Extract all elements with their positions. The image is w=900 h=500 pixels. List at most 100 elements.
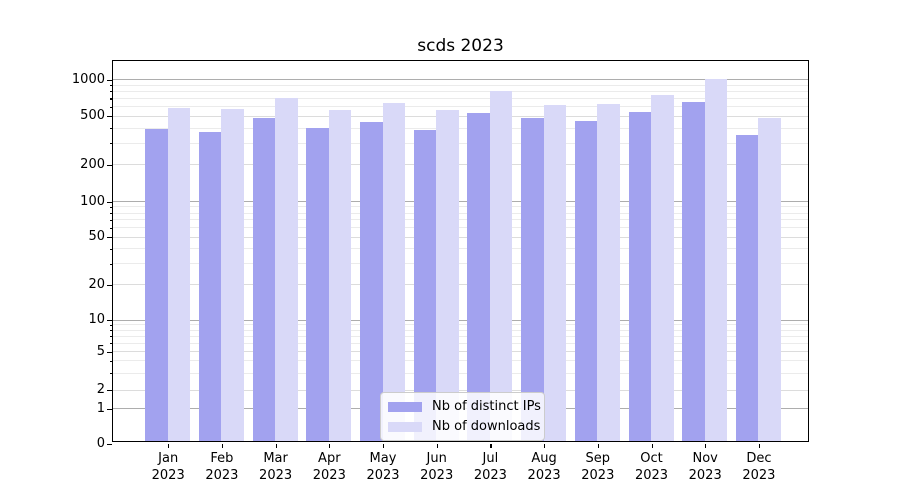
bar-ips-jul [467,113,490,441]
legend-label: Nb of downloads [432,419,541,434]
bar-downloads-dec [758,117,781,441]
bar-downloads-jan [167,107,191,441]
minor-gridline [113,372,808,374]
x-axis-tick-mark [597,443,599,448]
bar-downloads-may [382,103,405,441]
y-axis-tick-mark [107,164,112,166]
major-gridline [113,201,808,202]
bar-downloads-oct [651,94,674,441]
y-axis-minor-tick-mark [109,219,112,222]
legend-swatch-downloads [388,421,422,432]
y-axis-minor-tick-mark [109,263,112,265]
minor-gridline [113,127,808,129]
plot-area [112,60,809,442]
y-axis-tick-mark [107,390,112,392]
bar-downloads-jul [489,90,513,441]
y-axis-minor-tick-mark [109,324,112,326]
x-axis-tick-label-may: May 2023 [366,451,400,483]
x-axis-tick-mark [705,443,707,448]
minor-gridline [113,263,808,265]
minor-gridline [113,342,808,344]
x-axis-tick-mark [758,443,761,448]
chart-title: scds 2023 [417,36,504,56]
gridline [113,351,808,352]
y-axis-tick-mark [107,443,112,445]
x-axis-tick-mark [436,443,438,448]
y-axis-tick-mark [107,237,112,239]
bar-downloads-nov [704,79,728,441]
x-axis-tick-label-nov: Nov 2023 [688,451,722,483]
bar-ips-jun [413,129,437,441]
x-axis-tick-label-dec: Dec 2023 [742,451,776,483]
y-axis-minor-tick-mark [109,85,112,87]
x-axis-tick-mark [544,443,546,448]
bar-ips-feb [198,131,222,441]
minor-gridline [113,97,808,99]
x-axis-tick-label-aug: Aug 2023 [527,451,561,483]
bar-ips-jan [145,128,168,441]
bar-ips-oct [628,111,651,441]
minor-gridline [113,329,808,331]
y-axis-minor-tick-mark [109,98,112,100]
x-axis-tick-mark [168,443,170,448]
y-axis-minor-tick-mark [109,213,112,215]
x-axis-tick-mark [490,443,492,448]
bar-downloads-apr [328,110,352,441]
gridline [113,236,808,238]
y-axis-tick-label: 5 [96,343,105,359]
y-axis-tick-mark [107,116,112,118]
minor-gridline [113,212,808,214]
x-axis-tick-label-sep: Sep 2023 [581,451,615,483]
bar-ips-aug [521,117,544,441]
x-axis-tick-mark [329,443,331,448]
bar-ips-dec [735,134,759,441]
y-axis-tick-mark [107,79,112,81]
x-axis-tick-label-oct: Oct 2023 [634,451,669,483]
legend-swatch-ips [388,401,422,412]
major-gridline [113,79,808,80]
gridline [113,389,808,391]
y-axis-minor-tick-mark [109,248,112,250]
y-axis-minor-tick-mark [109,143,112,145]
x-axis-tick-label-apr: Apr 2023 [312,451,346,483]
y-axis-tick-mark [107,284,112,286]
x-axis-tick-label-mar: Mar 2023 [259,451,293,483]
bar-downloads-sep [597,104,620,441]
minor-gridline [113,360,808,362]
y-axis-tick-label: 100 [80,193,105,209]
x-axis-tick-mark [275,443,277,448]
x-axis-tick-label-feb: Feb 2023 [205,451,239,483]
minor-gridline [113,84,808,86]
minor-gridline [113,324,808,326]
legend-item: Nb of distinct IPs [388,399,541,414]
y-axis-tick-label: 0 [96,435,105,451]
x-axis-tick-label-jun: Jun 2023 [420,451,454,483]
gridline [113,115,808,117]
y-axis-minor-tick-mark [109,128,112,130]
y-axis-minor-tick-mark [109,91,112,93]
y-axis-minor-tick-mark [109,106,112,108]
y-axis-tick-label: 500 [80,108,105,124]
y-axis-tick-label: 50 [88,229,105,245]
minor-gridline [113,142,808,144]
bar-ips-mar [252,117,276,441]
y-axis-tick-label: 20 [88,276,105,292]
legend-item: Nb of downloads [388,419,540,434]
y-axis-tick-mark [107,408,112,410]
x-axis-tick-mark [651,443,653,448]
minor-gridline [113,90,808,92]
y-axis-tick-label: 200 [80,156,105,172]
y-axis-minor-tick-mark [109,227,112,229]
y-axis-minor-tick-mark [109,336,112,338]
x-axis-tick-label-jul: Jul 2023 [473,451,507,483]
major-gridline [113,319,808,321]
y-axis-tick-mark [107,320,112,322]
bar-ips-sep [574,120,598,441]
y-axis-tick-mark [107,351,112,353]
bar-downloads-mar [275,97,298,441]
gridline [113,284,808,286]
minor-gridline [113,227,808,229]
y-axis-minor-tick-mark [109,330,112,332]
legend: Nb of distinct IPs Nb of downloads [380,392,545,441]
